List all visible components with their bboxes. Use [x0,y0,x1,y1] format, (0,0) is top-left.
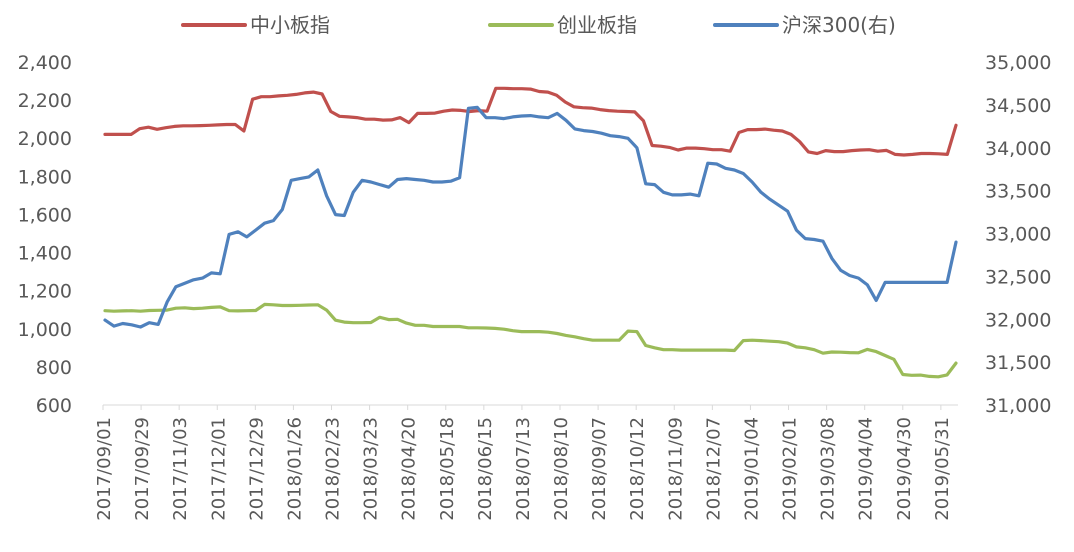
x-tick-label: 2017/09/29 [132,417,153,521]
y-left-tick-label: 1,000 [18,319,72,341]
x-tick-label: 2018/11/09 [665,417,686,521]
x-axis: 2017/09/01 2017/09/29 2017/11/03 2017/12/01… [94,404,958,521]
y-right-tick-label: 32,000 [985,309,1051,331]
x-tick-label: 2018/04/20 [399,417,420,521]
y-right-tick-label: 34,000 [985,138,1051,160]
y-right-tick-label: 31,000 [985,395,1051,417]
legend-label: 沪深300(右) [782,13,896,37]
x-tick-label: 2018/12/07 [703,417,724,521]
y-right-tick-label: 33,000 [985,224,1051,246]
legend-item: 沪深300(右) [713,13,896,37]
x-tick-label: 2019/04/30 [894,417,915,521]
y-right-tick-label: 32,500 [985,266,1051,288]
y-left-tick-label: 2,400 [18,52,72,74]
plot-area [103,86,958,379]
left-y-axis: 600 800 1,000 1,200 1,400 1,600 1,800 2,000 2,20… [18,52,72,417]
x-tick-label: 2018/09/07 [589,417,610,521]
y-left-tick-label: 1,400 [18,243,72,265]
x-tick-label: 2018/01/26 [284,417,305,521]
x-tick-label: 2018/05/18 [437,417,458,521]
y-left-tick-label: 1,800 [18,166,72,188]
legend-label: 中小板指 [250,13,330,37]
x-tick-label: 2018/03/23 [361,417,382,521]
series-line-1 [103,302,958,379]
legend: 中小板指 创业板指 沪深300(右) [181,13,896,37]
legend-item: 创业板指 [488,13,637,37]
y-left-tick-label: 1,200 [18,281,72,303]
x-tick-label: 2018/02/23 [323,417,344,521]
x-tick-label: 2017/12/29 [246,417,267,521]
y-left-tick-label: 2,200 [18,90,72,112]
x-tick-label: 2018/07/13 [513,417,534,521]
x-tick-label: 2017/12/01 [208,417,229,521]
x-tick-label: 2017/09/01 [94,417,115,521]
y-right-tick-label: 35,000 [985,52,1051,74]
x-tick-label: 2019/05/31 [932,417,953,521]
legend-item: 中小板指 [181,13,330,37]
x-tick-label: 2018/08/10 [551,417,572,521]
x-tick-label: 2019/03/08 [818,417,839,521]
y-left-tick-label: 600 [36,395,72,417]
series-line-0 [103,86,958,157]
x-tick-label: 2017/11/03 [170,417,191,521]
x-tick-label: 2018/10/12 [627,417,648,521]
y-right-tick-label: 34,500 [985,95,1051,117]
x-tick-label: 2019/02/01 [780,417,801,521]
right-y-axis: 31,000 31,500 32,000 32,500 33,000 33,500 34,0… [985,52,1051,417]
y-right-tick-label: 31,500 [985,352,1051,374]
x-tick-label: 2019/04/04 [856,417,877,521]
series-line-2 [103,105,958,329]
legend-label: 创业板指 [557,13,637,37]
y-right-tick-label: 33,500 [985,181,1051,203]
y-left-tick-label: 2,000 [18,128,72,150]
x-tick-label: 2018/06/15 [475,417,496,521]
x-tick-label: 2019/01/04 [741,417,762,521]
y-left-tick-label: 800 [36,357,72,379]
y-left-tick-label: 1,600 [18,204,72,226]
